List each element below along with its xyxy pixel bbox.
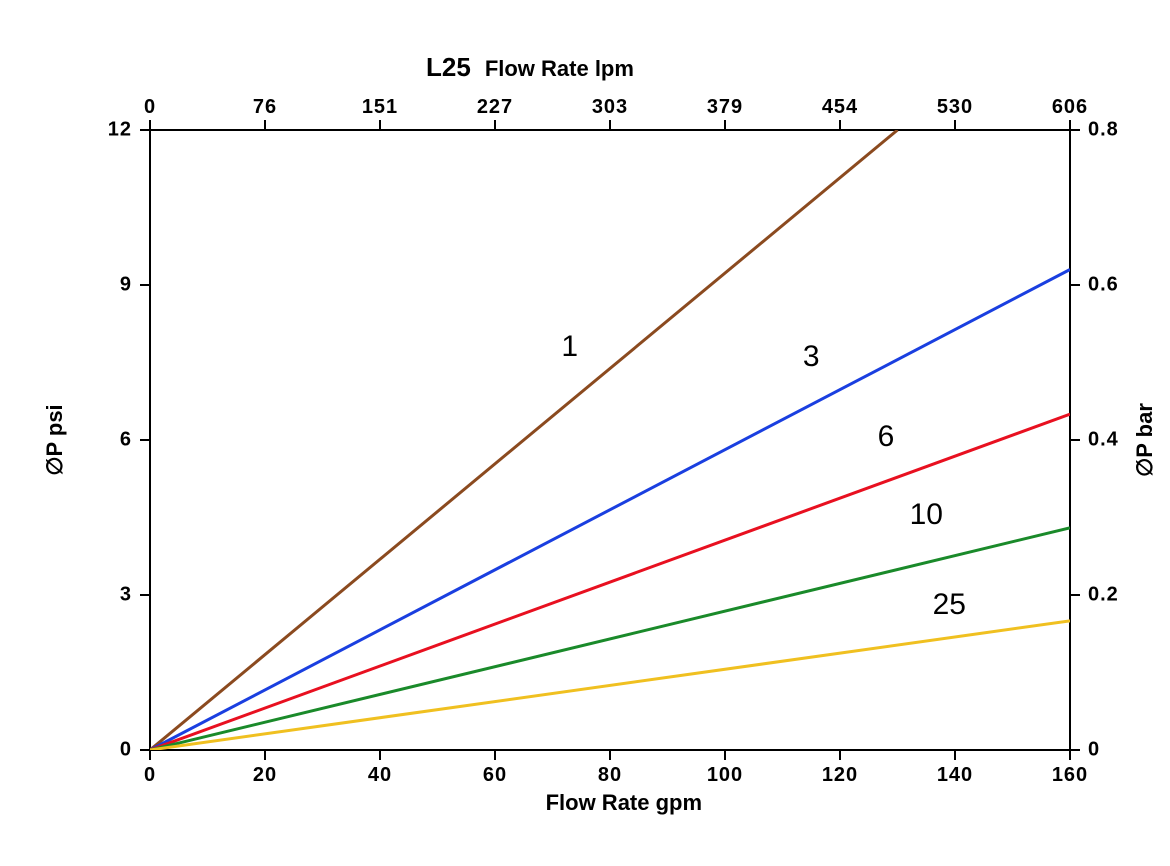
chart-top-title: L25 Flow Rate lpm (426, 52, 634, 83)
x-top-tick-454: 454 (822, 96, 858, 119)
y-left-tick-6: 6 (120, 429, 132, 452)
series-line-1 (150, 130, 898, 750)
x-bottom-tick-100: 100 (707, 764, 743, 787)
x-top-tick-227: 227 (477, 96, 513, 119)
x-bottom-tick-20: 20 (253, 764, 277, 787)
series-label-6: 6 (878, 420, 895, 454)
series-label-3: 3 (803, 340, 820, 374)
y-right-tick-0.2: 0.2 (1088, 584, 1119, 607)
x-top-tick-530: 530 (937, 96, 973, 119)
x-top-tick-76: 76 (253, 96, 277, 119)
y-right-tick-0.4: 0.4 (1088, 429, 1119, 452)
series-line-6 (150, 414, 1070, 750)
chart-title-flowrate-lpm: Flow Rate lpm (485, 56, 634, 81)
x-top-tick-0: 0 (144, 96, 156, 119)
chart-title-l25: L25 (426, 52, 471, 82)
y-left-axis-label: ∅P psi (42, 404, 68, 475)
y-right-tick-0: 0 (1088, 739, 1100, 762)
y-right-axis-label: ∅P bar (1132, 403, 1158, 477)
x-top-tick-151: 151 (362, 96, 398, 119)
chart-svg (0, 0, 1170, 866)
x-top-tick-379: 379 (707, 96, 743, 119)
y-left-tick-12: 12 (108, 119, 132, 142)
x-top-tick-303: 303 (592, 96, 628, 119)
y-right-tick-0.6: 0.6 (1088, 274, 1119, 297)
x-bottom-tick-60: 60 (483, 764, 507, 787)
y-left-tick-3: 3 (120, 584, 132, 607)
series-label-25: 25 (933, 588, 966, 622)
series-label-10: 10 (910, 498, 943, 532)
x-bottom-tick-80: 80 (598, 764, 622, 787)
x-bottom-tick-40: 40 (368, 764, 392, 787)
x-bottom-tick-120: 120 (822, 764, 858, 787)
x-top-tick-606: 606 (1052, 96, 1088, 119)
chart-container: 0204060801001201401600761512273033794545… (0, 0, 1170, 866)
y-right-tick-0.8: 0.8 (1088, 119, 1119, 142)
y-left-tick-0: 0 (120, 739, 132, 762)
x-bottom-tick-160: 160 (1052, 764, 1088, 787)
x-bottom-tick-140: 140 (937, 764, 973, 787)
y-left-tick-9: 9 (120, 274, 132, 297)
x-bottom-tick-0: 0 (144, 764, 156, 787)
x-bottom-axis-label: Flow Rate gpm (546, 790, 702, 816)
series-label-1: 1 (561, 330, 578, 364)
